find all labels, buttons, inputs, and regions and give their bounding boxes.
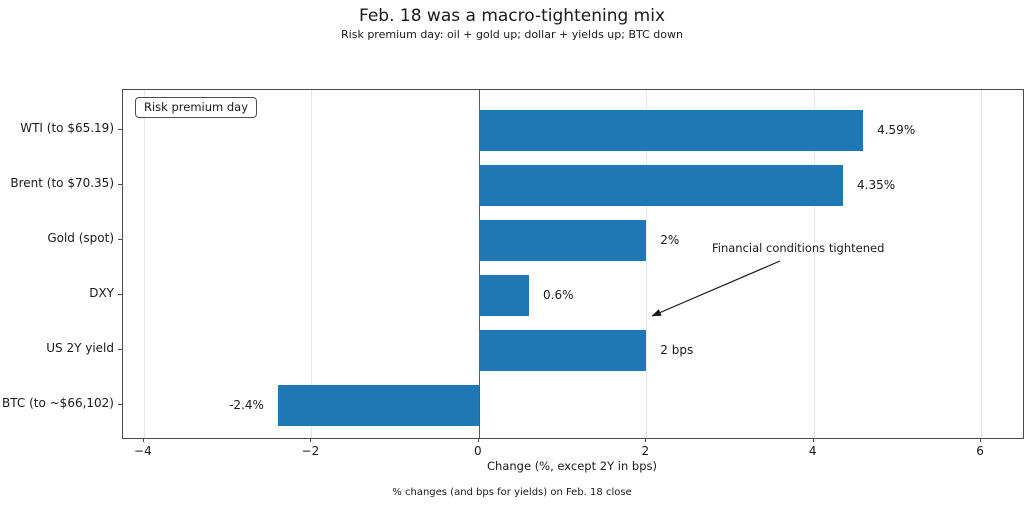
x-tick-label: −2 xyxy=(301,444,320,458)
bar xyxy=(478,274,529,316)
gridline xyxy=(646,90,648,438)
bar xyxy=(478,219,647,261)
y-tick-mark xyxy=(118,239,122,240)
bar-value-label: 2% xyxy=(660,233,680,247)
bar xyxy=(478,329,647,371)
x-tick-mark xyxy=(142,438,144,442)
gridline xyxy=(981,90,983,438)
x-tick-mark xyxy=(812,438,814,442)
y-tick-mark xyxy=(118,129,122,130)
chart-title: Feb. 18 was a macro-tightening mix xyxy=(358,6,666,26)
x-tick-label: 0 xyxy=(473,444,482,458)
annotation-label: Financial conditions tightened xyxy=(712,241,885,255)
bar-value-label: 4.35% xyxy=(857,178,896,192)
y-tick-label: BTC (to ~$66,102) xyxy=(2,396,114,410)
gridline xyxy=(311,90,313,438)
x-tick-label: 2 xyxy=(641,444,650,458)
y-tick-label: Brent (to $70.35) xyxy=(10,176,114,190)
chart-subtitle: Risk premium day: oil + gold up; dollar … xyxy=(341,28,683,41)
bar-value-label: 2 bps xyxy=(660,343,694,357)
bar-value-label: 4.59% xyxy=(877,123,916,137)
gridline xyxy=(143,90,145,438)
x-tick-mark xyxy=(310,438,312,442)
y-tick-mark xyxy=(118,349,122,350)
y-tick-label: DXY xyxy=(89,286,114,300)
gridline xyxy=(813,90,815,438)
x-tick-label: 4 xyxy=(808,444,817,458)
bar-value-label: 0.6% xyxy=(543,288,574,302)
bar xyxy=(478,109,864,151)
bar xyxy=(478,164,843,206)
x-tick-mark xyxy=(980,438,982,442)
footer-caption: % changes (and bps for yields) on Feb. 1… xyxy=(392,487,632,498)
y-tick-label: Gold (spot) xyxy=(47,231,114,245)
x-tick-label: 6 xyxy=(976,444,984,458)
bar xyxy=(277,384,479,426)
legend-label: Risk premium day xyxy=(144,100,249,114)
y-tick-mark xyxy=(118,184,122,185)
legend: Risk premium day xyxy=(135,97,258,118)
x-axis-label: Change (%, except 2Y in bps) xyxy=(487,459,657,473)
y-tick-mark xyxy=(118,404,122,405)
y-tick-label: US 2Y yield xyxy=(46,341,114,355)
x-tick-mark xyxy=(477,438,479,442)
zero-line xyxy=(478,90,480,438)
bar-value-label: -2.4% xyxy=(229,398,264,412)
x-tick-mark xyxy=(645,438,647,442)
plot-area: Risk premium day 4.59% 4.35% 2% 0.6% 2 bps -2… xyxy=(122,89,1024,439)
y-tick-label: WTI (to $65.19) xyxy=(20,121,114,135)
y-tick-mark xyxy=(118,294,122,295)
x-tick-label: −4 xyxy=(134,444,152,458)
